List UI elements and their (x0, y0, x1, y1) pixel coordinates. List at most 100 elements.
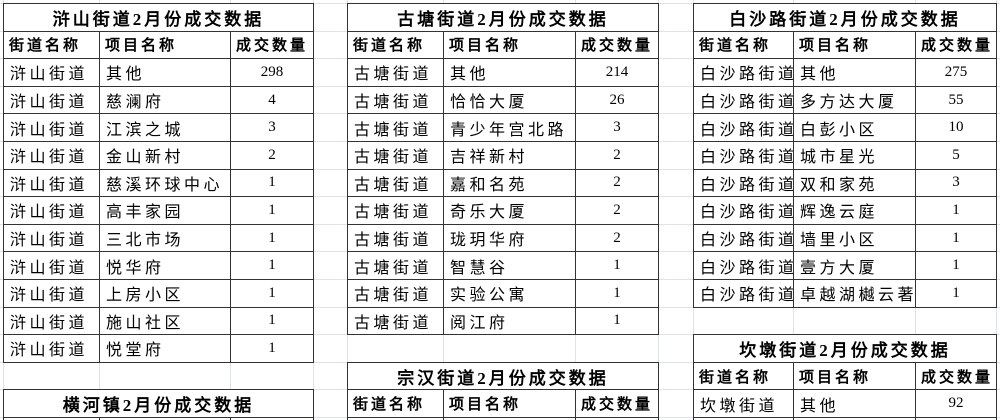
project-cell[interactable]: 双和家苑 (794, 169, 916, 197)
count-cell[interactable]: 1 (952, 257, 960, 274)
project-cell[interactable]: 卓越湖樾云著 (794, 279, 916, 307)
street-cell[interactable]: 古塘街道 (348, 279, 444, 307)
street-cell[interactable]: 古塘街道 (348, 307, 444, 335)
street-cell[interactable]: 浒山街道 (4, 279, 100, 307)
project-cell[interactable]: 吉祥新村 (444, 141, 576, 169)
header-street-name[interactable]: 街道名称 (348, 390, 444, 417)
street-cell[interactable]: 白沙路街道 (694, 86, 794, 114)
street-cell[interactable]: 古塘街道 (348, 86, 444, 114)
project-cell[interactable]: 壹方大厦 (794, 252, 916, 279)
header-project-name[interactable]: 项目名称 (794, 362, 916, 390)
count-cell[interactable]: 2 (613, 229, 621, 246)
project-cell[interactable]: 高丰家园 (100, 197, 231, 224)
street-cell[interactable]: 白沙路街道 (694, 224, 794, 252)
project-cell[interactable]: 其他 (444, 59, 576, 86)
header-project-name[interactable]: 项目名称 (100, 31, 231, 59)
project-cell[interactable]: 辉逸云庭 (794, 197, 916, 224)
table-title[interactable]: 古塘街道2月份成交数据 (397, 9, 609, 29)
street-cell[interactable]: 白沙路街道 (694, 114, 794, 141)
street-cell[interactable]: 古塘街道 (348, 114, 444, 141)
project-cell[interactable]: 奇乐大厦 (444, 197, 576, 224)
header-deal-count[interactable]: 成交数量 (581, 38, 654, 55)
street-cell[interactable]: 浒山街道 (4, 141, 100, 169)
count-cell[interactable]: 2 (613, 146, 621, 163)
project-cell[interactable]: 慈溪环球中心 (100, 169, 231, 197)
project-cell[interactable]: 其他 (794, 59, 916, 86)
count-cell[interactable]: 1 (268, 339, 276, 356)
table-title[interactable]: 坎墩街道2月份成交数据 (739, 340, 951, 360)
street-cell[interactable] (348, 417, 444, 420)
street-cell[interactable]: 坎墩街道 (694, 390, 794, 417)
street-cell[interactable]: 白沙路街道 (694, 279, 794, 307)
street-cell[interactable]: 浒山街道 (4, 59, 100, 86)
street-cell[interactable]: 白沙路街道 (694, 59, 794, 86)
project-cell[interactable]: 施山社区 (100, 307, 231, 335)
header-street-name[interactable]: 街道名称 (348, 31, 444, 59)
table-title[interactable]: 浒山街道2月份成交数据 (52, 9, 265, 29)
count-cell[interactable]: 1 (952, 284, 960, 301)
count-cell[interactable]: 1 (268, 284, 276, 301)
count-cell[interactable]: 1 (952, 201, 960, 218)
project-cell[interactable]: 城市星光 (794, 141, 916, 169)
project-cell[interactable]: 悦华府 (100, 252, 231, 279)
street-cell[interactable]: 白沙路街道 (694, 169, 794, 197)
header-deal-count[interactable]: 成交数量 (921, 369, 994, 386)
header-deal-count[interactable]: 成交数量 (581, 397, 654, 414)
street-cell[interactable] (4, 417, 100, 420)
street-cell[interactable]: 浒山街道 (4, 307, 100, 335)
street-cell[interactable]: 古塘街道 (348, 252, 444, 279)
street-cell[interactable]: 白沙路街道 (694, 141, 794, 169)
count-cell[interactable]: 1 (613, 284, 621, 301)
street-cell[interactable] (694, 417, 794, 420)
project-cell[interactable] (444, 417, 576, 420)
project-cell[interactable] (794, 417, 916, 420)
street-cell[interactable]: 浒山街道 (4, 86, 100, 114)
project-cell[interactable]: 其他 (100, 59, 231, 86)
count-cell[interactable]: 2 (613, 201, 621, 218)
street-cell[interactable]: 古塘街道 (348, 224, 444, 252)
street-cell[interactable]: 浒山街道 (4, 197, 100, 224)
count-cell[interactable]: 3 (952, 174, 960, 191)
street-cell[interactable]: 浒山街道 (4, 224, 100, 252)
count-cell[interactable]: 5 (952, 146, 960, 163)
count-cell[interactable]: 1 (268, 312, 276, 329)
project-cell[interactable]: 白彭小区 (794, 114, 916, 141)
count-cell[interactable]: 4 (268, 91, 276, 108)
project-cell[interactable]: 上房小区 (100, 279, 231, 307)
count-cell[interactable]: 1 (613, 257, 621, 274)
count-cell[interactable]: 2 (613, 174, 621, 191)
count-cell[interactable]: 298 (260, 63, 284, 80)
street-cell[interactable]: 白沙路街道 (694, 197, 794, 224)
header-project-name[interactable]: 项目名称 (444, 31, 576, 59)
street-cell[interactable]: 浒山街道 (4, 252, 100, 279)
header-street-name[interactable]: 街道名称 (694, 362, 794, 390)
table-title[interactable]: 横河镇2月份成交数据 (62, 396, 255, 416)
project-cell[interactable]: 恰恰大厦 (444, 86, 576, 114)
header-street-name[interactable]: 街道名称 (694, 31, 794, 59)
project-cell[interactable] (100, 417, 231, 420)
street-cell[interactable]: 白沙路街道 (694, 252, 794, 279)
project-cell[interactable]: 悦堂府 (100, 335, 231, 362)
project-cell[interactable]: 慈澜府 (100, 86, 231, 114)
project-cell[interactable]: 其他 (794, 390, 916, 417)
header-project-name[interactable]: 项目名称 (444, 390, 576, 417)
count-cell[interactable]: 1 (268, 201, 276, 218)
street-cell[interactable]: 古塘街道 (348, 197, 444, 224)
project-cell[interactable]: 智慧谷 (444, 252, 576, 279)
table-title[interactable]: 白沙路街道2月份成交数据 (729, 9, 961, 29)
project-cell[interactable]: 阅江府 (444, 307, 576, 335)
project-cell[interactable]: 珑玥华府 (444, 224, 576, 252)
header-street-name[interactable]: 街道名称 (4, 31, 100, 59)
count-cell[interactable]: 92 (948, 395, 964, 412)
count-cell[interactable]: 275 (944, 63, 968, 80)
street-cell[interactable]: 浒山街道 (4, 114, 100, 141)
project-cell[interactable]: 墙里小区 (794, 224, 916, 252)
project-cell[interactable]: 实验公寓 (444, 279, 576, 307)
table-title[interactable]: 宗汉街道2月份成交数据 (397, 368, 609, 388)
street-cell[interactable]: 浒山街道 (4, 169, 100, 197)
project-cell[interactable]: 青少年宫北路 (444, 114, 576, 141)
street-cell[interactable]: 古塘街道 (348, 141, 444, 169)
count-cell[interactable]: 1 (613, 312, 621, 329)
header-deal-count[interactable]: 成交数量 (921, 38, 994, 55)
count-cell[interactable]: 1 (952, 229, 960, 246)
